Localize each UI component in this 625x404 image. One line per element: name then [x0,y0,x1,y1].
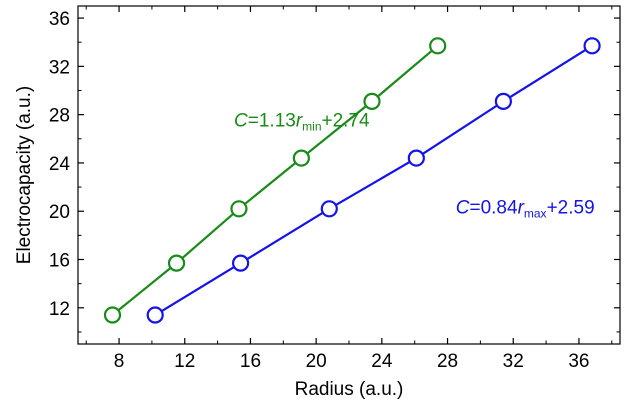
series-1-point [494,92,512,110]
x-tick-label: 28 [437,351,458,372]
equation-eq: =0.84 [469,198,518,219]
y-axis-label: Electrocapacity (a.u.) [14,86,35,264]
y-tick-label: 24 [49,154,71,175]
y-tick-label: 28 [49,106,70,127]
series-0-point [103,306,122,324]
equation-eq: =1.13 [248,111,296,132]
series-0-point [429,37,447,55]
y-tick-label: 32 [49,57,70,78]
annotation-layer: C=1.13rmin+2.74C=0.84rmax+2.59 [234,111,595,221]
y-tick-label: 20 [49,202,70,223]
series-0-point [167,254,186,272]
series-1-equation: C=0.84rmax+2.59 [456,198,595,221]
x-tick-label: 36 [568,351,589,372]
y-tick-label: 16 [49,251,70,272]
series-0-line [111,44,439,316]
series-0-point [230,200,248,218]
x-tick-label: 12 [174,351,195,372]
equation-tail: +2.59 [547,198,595,219]
series-1-point [232,254,250,272]
series-0-equation: C=1.13rmin+2.74 [234,111,370,134]
equation-tail: +2.74 [322,111,371,132]
equation-r: r [518,198,525,219]
equation-C: C [234,111,248,132]
equation-sub: min [302,120,321,134]
axis-ticks: 8 12 16 20 24 28 32 36 12 16 20 24 28 32 36 [49,6,620,372]
y-tick-label: 12 [49,299,70,320]
series-1-point [407,149,425,167]
series-1-line [154,44,593,316]
series-1-point [583,37,601,55]
x-tick-label: 24 [371,351,393,372]
series-0-point [363,92,381,110]
series-1-point [320,200,338,218]
series-layer [103,37,601,324]
series-1-point [146,306,164,324]
equation-C: C [456,198,470,219]
x-tick-label: 20 [306,351,327,372]
series-0-point [292,149,310,167]
x-tick-label: 8 [114,351,125,372]
x-tick-label: 16 [240,351,261,372]
y-tick-label: 36 [49,9,70,30]
x-tick-label: 32 [503,351,524,372]
equation-r: r [296,111,303,132]
plot-frame [77,5,621,345]
x-axis-label: Radius (a.u.) [295,379,404,400]
equation-sub: max [524,207,547,221]
